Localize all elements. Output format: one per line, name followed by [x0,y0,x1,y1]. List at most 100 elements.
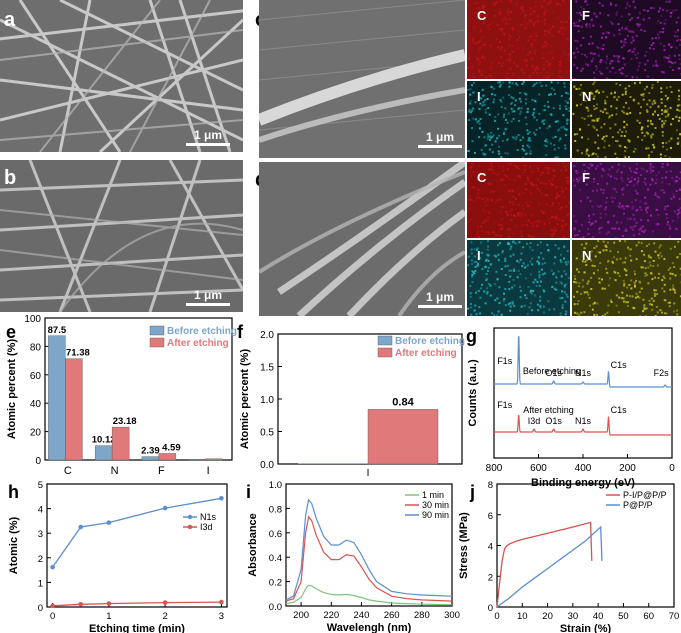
chart-e: 0 20 40 60 80 100 Atomic percent (%) C 87.5 71.38… [6,314,237,477]
y-tick-label: 4 [488,542,493,553]
y-tick-label: 0.4 [269,553,282,564]
eds-element-label: N [582,248,592,263]
y-axis-label: Absorbance [247,513,259,577]
bar-before-etching-I [188,459,206,461]
data-point [50,564,55,570]
data-point [106,601,112,606]
x-axis-label: Etching time (min) [89,623,185,633]
panel-label-i: i [246,482,251,502]
x-tick-label: I [207,465,210,477]
data-point [162,505,168,511]
y-tick-label: 5 [38,480,43,491]
scale-bar-label: 1 μm [193,288,223,302]
y-tick-label: 1 [38,578,43,589]
eds-speckle [572,81,681,158]
eds-element-label: C [477,8,487,23]
peak-label: O1s [545,416,562,426]
scale-bar-d: 1 μm [418,290,462,308]
x-tick-label: N [111,465,119,477]
legend-label: I3d [200,522,213,532]
eds-element-label: F [582,8,590,23]
scale-bar-line [186,303,230,306]
y-axis-label: Atomic percent (%) [6,339,18,440]
x-tick-label: 300 [444,610,460,621]
data-point [78,601,84,607]
peak-label: N1s [575,368,592,378]
bar-value-label: 2.39 [141,446,160,457]
panel-label-f: f [237,322,244,342]
eds-map-c-C: C [467,0,570,79]
bar-after-etching-I [367,409,439,465]
x-axis-label: Strain (%) [560,623,612,633]
x-axis-label: Binding energy (eV) [531,477,635,489]
y-tick-label: 80 [30,342,42,353]
eds-element-label: N [582,89,592,104]
bar-value-label: 87.5 [48,325,67,336]
x-tick-label: 800 [486,463,503,474]
y-tick-label: 0 [38,603,43,614]
eds-speckle [573,240,681,316]
legend-swatch [377,347,393,358]
plot-frame [493,327,673,459]
x-tick-label: 70 [669,611,680,622]
x-tick-label: F [158,465,165,477]
legend-label: 90 min [422,510,449,520]
data-point [219,599,224,605]
series-line-N1s [52,497,222,568]
eds-speckle [467,240,570,316]
scale-bar-a: 1 μm [186,128,230,146]
eds-map-d-F: F [572,162,681,238]
data-point [78,524,84,530]
x-tick-label: 400 [575,463,592,474]
series-line-30 min [285,515,453,602]
eds-map-c-I: I [467,81,570,158]
panel-label-g: g [466,326,477,346]
peak-label: F1s [497,400,513,410]
eds-element-label: F [582,170,590,185]
scale-bar-line [186,143,230,146]
peak-label: N1s [575,416,592,426]
x-tick-label: 30 [568,611,579,622]
panel-label-a: a [4,9,16,31]
peak-label: O1s [545,368,562,378]
eds-map-d-I: I [467,240,570,316]
fiber-texture-d [259,162,465,316]
y-tick-label: 0.8 [269,504,282,515]
x-tick-label: C [64,465,72,477]
legend-label: P-I/P@P/P [623,490,667,500]
chart-h: 0 1 2 3 0 1 2 3 4 5 Atomic (%) Etching time (min) N1… [8,480,228,633]
bar-value-label: 0.84 [392,396,414,408]
bar-after-etching-C [65,358,83,461]
x-tick-label: 0 [494,611,499,622]
data-point [50,603,55,609]
series-line-P@P/P [496,525,603,608]
plot-frame [285,483,453,607]
y-tick-label: 100 [24,314,41,325]
y-tick-label: 0 [488,603,493,614]
data-point [106,520,112,525]
scale-bar-line [418,305,462,308]
legend-label: 1 min [422,490,444,500]
scale-bar-label: 1 μm [193,128,223,142]
x-tick-label: 0 [669,463,675,474]
series-label: Before etching [523,366,581,376]
chart-g: 800 600 400 200 0 Binding energy (eV) Counts (… [467,327,675,489]
scale-bar-label: 1 μm [425,290,455,304]
legend-label: Before etching [395,336,465,347]
bar-before-etching-N [94,445,113,461]
y-tick-label: 1.0 [269,480,282,491]
x-tick-label: 2 [162,611,167,622]
peak-label: F2s [654,368,670,378]
sem-image-b [0,160,243,312]
x-tick-label: 220 [323,610,339,621]
panel-label-j: j [469,482,475,502]
x-tick-label: 40 [593,611,604,622]
scale-bar-c: 1 μm [418,130,462,148]
eds-speckle [573,0,681,79]
bar-before-etching-C [48,335,66,461]
xps-line-before [494,336,672,388]
panel-label-e: e [6,322,16,342]
y-tick-label: 1.0 [260,395,274,406]
chart-f: 0.0 0.5 1.0 1.5 2.0 Atomic percent (%) I Before… [239,330,465,479]
peak-label: C1s [611,405,628,415]
